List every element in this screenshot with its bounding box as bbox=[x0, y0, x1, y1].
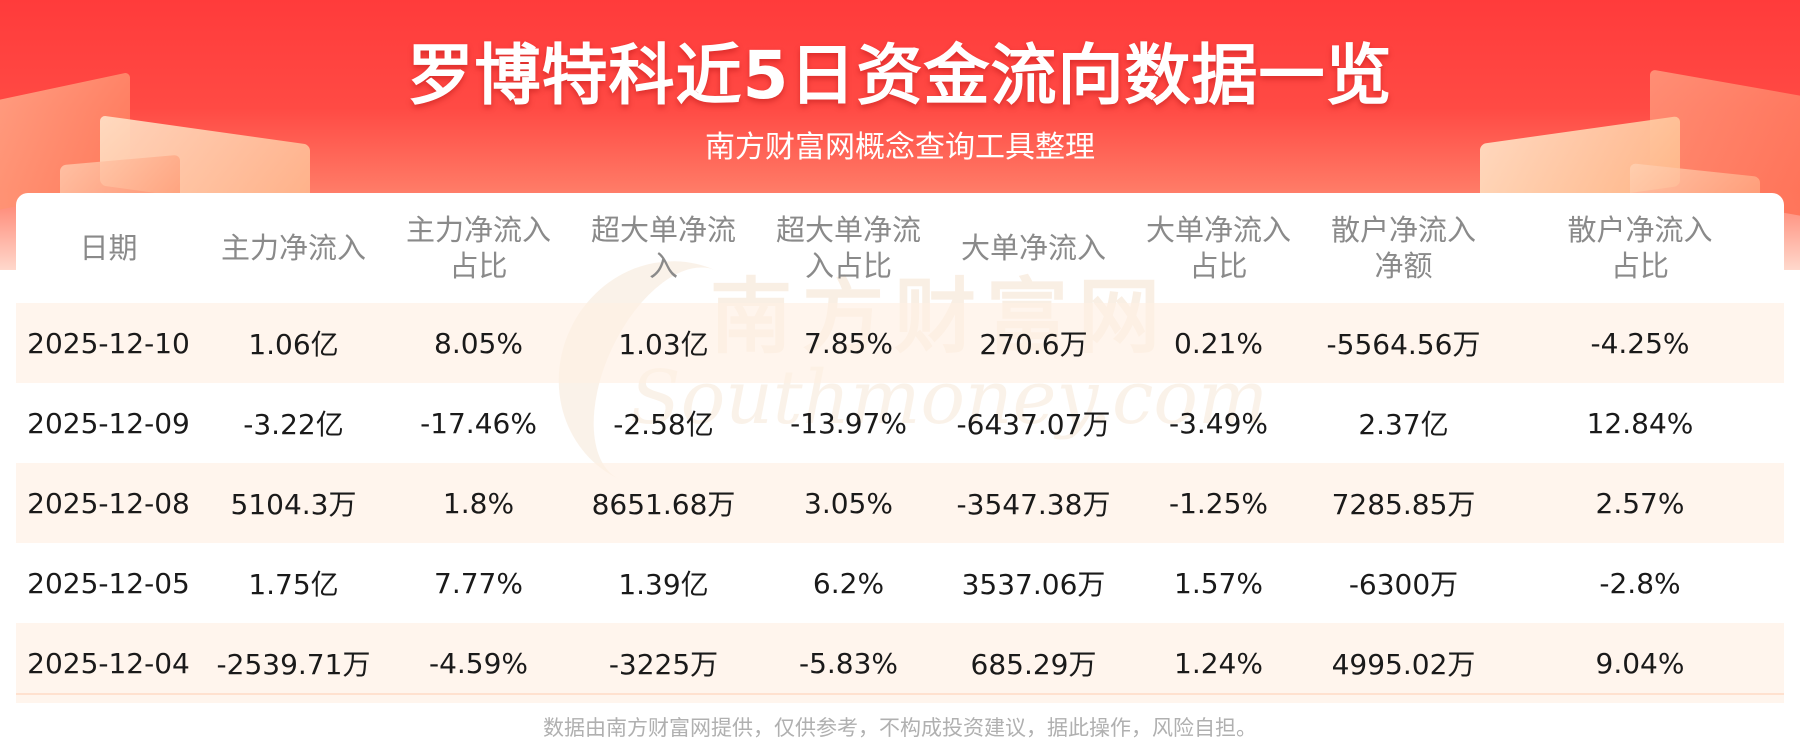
cell-retail-ratio: -4.25% bbox=[1496, 303, 1784, 383]
column-header-large-ratio: 大单净流入占比 bbox=[1145, 213, 1291, 283]
table-row: 2025-12-10 1.06亿 8.05% 1.03亿 7.85% 270.6… bbox=[16, 303, 1784, 383]
table-row: 2025-12-04 -2539.71万 -4.59% -3225万 -5.83… bbox=[16, 623, 1784, 703]
cell-xl-inflow: -2.58亿 bbox=[613, 408, 714, 441]
cell-xl-ratio: -13.97% bbox=[790, 406, 907, 440]
cell-retail-ratio: -2.8% bbox=[1599, 566, 1681, 600]
cell-large-inflow: -6437.07万 bbox=[956, 408, 1111, 441]
column-header-date: 日期 bbox=[79, 231, 138, 265]
cell-main-inflow: 5104.3万 bbox=[201, 463, 386, 543]
cell-large-ratio: 1.57% bbox=[1174, 566, 1263, 600]
footer-divider bbox=[16, 693, 1784, 695]
column-header-xl-ratio: 超大单净流入占比 bbox=[775, 213, 921, 283]
cell-large-ratio: -1.25% bbox=[1126, 463, 1311, 543]
cell-xl-ratio: 7.85% bbox=[756, 303, 941, 383]
fund-flow-table: 日期 主力净流入 主力净流入占比 超大单净流入 超大单净流入占比 大单净流入 大… bbox=[16, 193, 1784, 703]
cell-main-ratio: 7.77% bbox=[434, 566, 523, 600]
page-subtitle: 南方财富网概念查询工具整理 bbox=[705, 130, 1095, 165]
cell-main-inflow: 1.06亿 bbox=[201, 303, 386, 383]
table-row: 2025-12-09 -3.22亿 -17.46% -2.58亿 -13.97%… bbox=[16, 383, 1784, 463]
cell-retail-inflow: 2.37亿 bbox=[1358, 408, 1449, 441]
cell-xl-ratio: -5.83% bbox=[756, 623, 941, 703]
cell-large-inflow: 685.29万 bbox=[941, 623, 1126, 703]
cell-large-ratio: 1.24% bbox=[1126, 623, 1311, 703]
footer-disclaimer: 数据由南方财富网提供，仅供参考，不构成投资建议，据此操作，风险自担。 bbox=[543, 716, 1257, 740]
cell-main-ratio: 8.05% bbox=[386, 303, 571, 383]
cell-main-ratio: -17.46% bbox=[420, 406, 537, 440]
cell-large-inflow: 3537.06万 bbox=[961, 568, 1106, 601]
column-header-xl-inflow: 超大单净流入 bbox=[590, 213, 736, 283]
table-row: 2025-12-05 1.75亿 7.77% 1.39亿 6.2% 3537.0… bbox=[16, 543, 1784, 623]
cell-date: 2025-12-08 bbox=[16, 463, 201, 543]
cell-retail-ratio: 9.04% bbox=[1496, 623, 1784, 703]
column-header-main-ratio: 主力净流入占比 bbox=[405, 213, 551, 283]
page-title: 罗博特科近5日资金流向数据一览 bbox=[407, 37, 1393, 114]
cell-large-inflow: -3547.38万 bbox=[941, 463, 1126, 543]
column-header-retail-ratio: 散户净流入占比 bbox=[1567, 213, 1713, 283]
cell-xl-inflow: 1.03亿 bbox=[571, 303, 756, 383]
cell-large-ratio: -3.49% bbox=[1168, 406, 1269, 440]
cell-retail-inflow: -5564.56万 bbox=[1311, 303, 1496, 383]
cell-main-ratio: 1.8% bbox=[386, 463, 571, 543]
cell-large-inflow: 270.6万 bbox=[941, 303, 1126, 383]
cell-date: 2025-12-04 bbox=[16, 623, 201, 703]
column-header-large-inflow: 大单净流入 bbox=[960, 231, 1106, 265]
cell-main-inflow: 1.75亿 bbox=[248, 568, 339, 601]
cell-xl-ratio: 3.05% bbox=[756, 463, 941, 543]
cell-retail-inflow: -6300万 bbox=[1348, 568, 1459, 601]
column-header-main-inflow: 主力净流入 bbox=[220, 231, 366, 265]
cell-xl-inflow: 1.39亿 bbox=[618, 568, 709, 601]
cell-retail-ratio: 2.57% bbox=[1496, 463, 1784, 543]
cell-retail-inflow: 4995.02万 bbox=[1311, 623, 1496, 703]
cell-date: 2025-12-09 bbox=[27, 406, 190, 440]
cell-large-ratio: 0.21% bbox=[1126, 303, 1311, 383]
cell-xl-ratio: 6.2% bbox=[812, 566, 885, 600]
column-header-retail-inflow: 散户净流入净额 bbox=[1330, 213, 1476, 283]
cell-date: 2025-12-05 bbox=[27, 566, 190, 600]
table-card bbox=[16, 193, 1784, 693]
cell-xl-inflow: -3225万 bbox=[571, 623, 756, 703]
table-header-row: 日期 主力净流入 主力净流入占比 超大单净流入 超大单净流入占比 大单净流入 大… bbox=[16, 193, 1784, 303]
cell-xl-inflow: 8651.68万 bbox=[571, 463, 756, 543]
cell-main-inflow: -3.22亿 bbox=[243, 408, 344, 441]
cell-main-ratio: -4.59% bbox=[386, 623, 571, 703]
table-row: 2025-12-08 5104.3万 1.8% 8651.68万 3.05% -… bbox=[16, 463, 1784, 543]
cell-retail-inflow: 7285.85万 bbox=[1311, 463, 1496, 543]
cell-retail-ratio: 12.84% bbox=[1586, 406, 1694, 440]
cell-main-inflow: -2539.71万 bbox=[201, 623, 386, 703]
cell-date: 2025-12-10 bbox=[16, 303, 201, 383]
